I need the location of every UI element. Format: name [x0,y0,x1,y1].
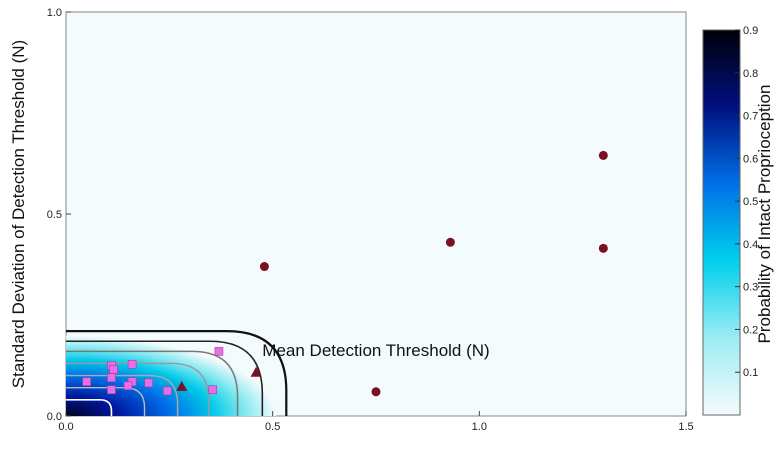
data-point-circle [598,150,608,160]
x-tick-label: 0.0 [58,421,73,433]
data-point-square [127,359,137,369]
contour-line [66,350,239,416]
colorbar-tick-label: 0.9 [743,25,758,37]
data-point-circle [598,243,608,253]
data-point-circle [259,262,269,272]
colorbar-tick-label: 0.5 [743,196,758,208]
y-tick-label: 0.5 [47,209,62,221]
colorbar-tick-label: 0.7 [743,111,758,123]
colorbar-tick-label: 0.4 [743,239,758,251]
colorbar-tick-label: 0.6 [743,153,758,165]
data-point-square [208,385,218,395]
colorbar-tick-label: 0.3 [743,282,758,294]
data-point-square [214,347,224,356]
x-tick-label: 1.0 [472,421,487,433]
x-axis-title: Mean Detection Threshold (N) [262,341,489,360]
colorbar: 0.1 0.2 0.3 0.4 0.5 0.6 0.7 0.8 0.9 Probability … [702,25,774,416]
colorbar-tick-label: 0.8 [743,68,758,80]
data-points [82,150,608,397]
x-tick-label: 0.5 [265,421,280,433]
axes: 0.0 0.5 1.0 1.5 0.0 0.5 1.0 [47,7,694,433]
data-point-circle [371,387,381,397]
data-point-triangle [176,380,188,391]
data-point-square [107,385,116,395]
data-point-circle [445,237,455,247]
y-axis-title: Standard Deviation of Detection Threshol… [9,40,28,388]
colorbar-tick-label: 0.2 [743,324,758,336]
contour-line [66,399,113,416]
data-point-square [123,381,133,391]
data-point-triangle [250,366,262,377]
data-point-square [82,377,91,386]
data-point-square [109,365,118,374]
colorbar-tick-label: 0.1 [743,367,758,379]
data-point-square [107,373,116,382]
colorbar-ticks: 0.1 0.2 0.3 0.4 0.5 0.6 0.7 0.8 0.9 [735,25,758,379]
colorbar-label: Probability of Intact Proprioception [755,85,774,344]
data-point-square [144,378,153,388]
contour-line [66,362,210,416]
contour-line [66,340,264,416]
y-tick-label: 0.0 [47,411,62,423]
contour-line [66,330,288,416]
data-point-square [162,386,172,396]
y-tick-label: 1.0 [47,7,62,19]
colorbar-gradient [702,29,741,416]
contour-line [66,374,179,416]
x-tick-label: 1.5 [678,421,693,433]
